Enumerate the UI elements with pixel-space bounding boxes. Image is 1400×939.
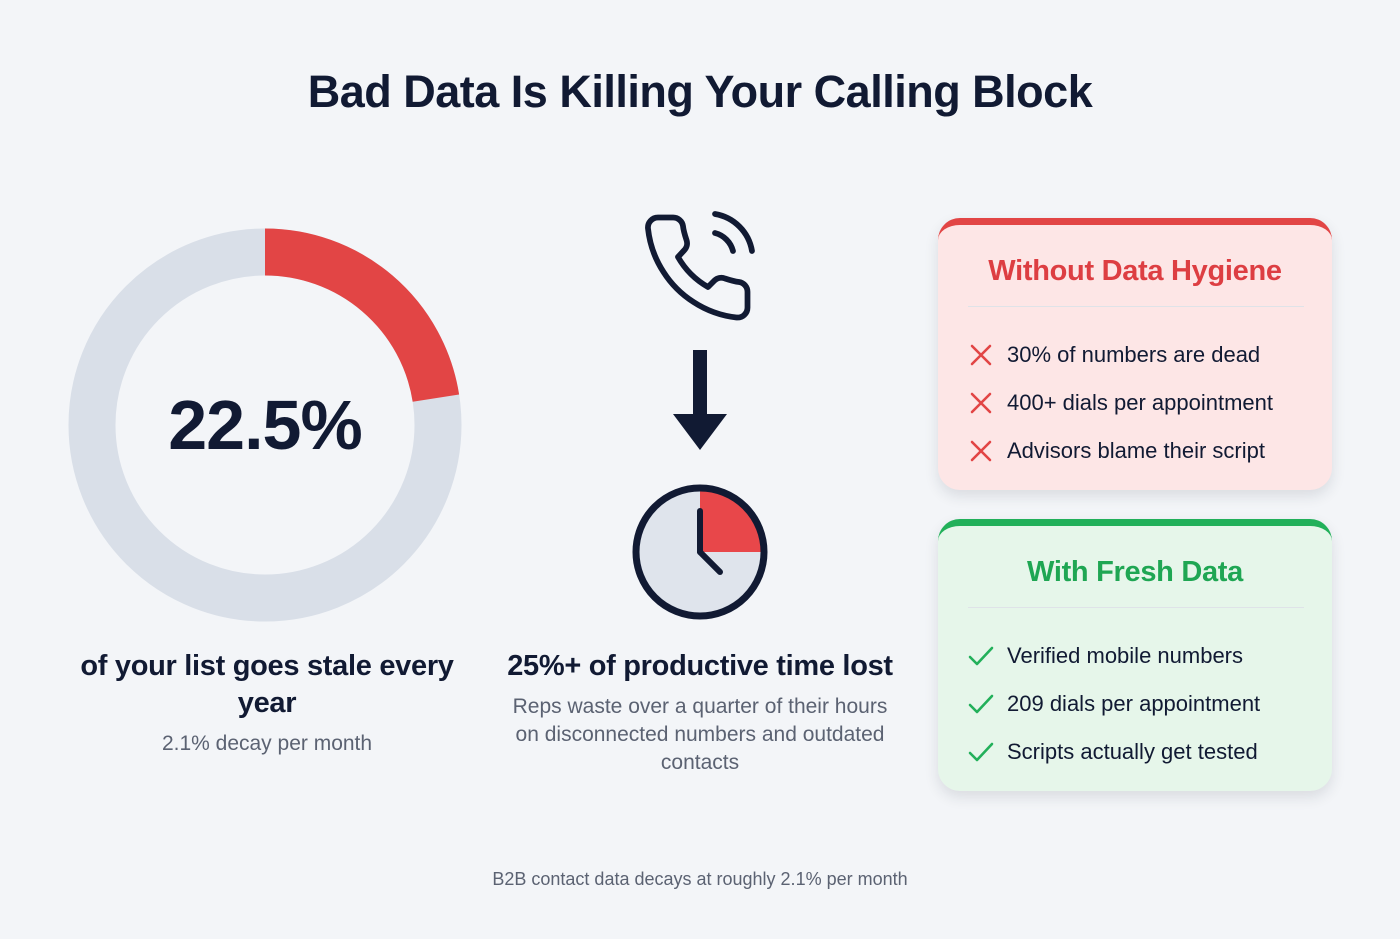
list-item: 400+ dials per appointment <box>968 379 1332 427</box>
card-title: With Fresh Data <box>1027 556 1243 588</box>
list-item: Verified mobile numbers <box>968 632 1332 680</box>
check-mark-icon <box>968 742 994 762</box>
footnote: B2B contact data decays at roughly 2.1% … <box>492 869 908 889</box>
card-divider <box>968 306 1304 307</box>
donut-stale-segment <box>68 228 462 622</box>
left-headline: of your list goes stale every year <box>80 650 454 719</box>
list-item-text: Advisors blame their script <box>1007 438 1265 463</box>
check-mark-icon <box>968 646 994 666</box>
card-title: Without Data Hygiene <box>988 255 1282 287</box>
list-item-text: Verified mobile numbers <box>1007 643 1244 668</box>
clock-icon <box>632 484 768 620</box>
list-item: Scripts actually get tested <box>968 728 1332 776</box>
middle-subtext: Reps waste over a quarter of their hours… <box>512 695 888 774</box>
with-fresh-data-card: With Fresh Data Verified mobile numbers … <box>938 519 1332 791</box>
stale-list-donut-chart: 22.5% <box>68 228 462 622</box>
list-item: 30% of numbers are dead <box>968 331 1332 379</box>
card-divider <box>968 607 1304 608</box>
x-mark-icon <box>970 344 992 366</box>
card-list: 30% of numbers are dead 400+ dials per a… <box>938 331 1332 475</box>
check-mark-icon <box>968 694 994 714</box>
middle-caption: 25%+ of productive time lost Reps waste … <box>500 648 900 777</box>
clock-lost-time-segment <box>700 488 764 552</box>
page-title: Bad Data Is Killing Your Calling Block <box>307 66 1093 117</box>
donut-ring <box>68 228 462 622</box>
x-mark-icon <box>970 440 992 462</box>
list-item-text: Scripts actually get tested <box>1007 739 1258 764</box>
list-item: 209 dials per appointment <box>968 680 1332 728</box>
left-caption: of your list goes stale every year 2.1% … <box>68 648 466 758</box>
left-subtext: 2.1% decay per month <box>161 732 373 755</box>
arrow-down-icon <box>673 350 727 450</box>
list-item-text: 400+ dials per appointment <box>1007 390 1274 415</box>
donut-center-value: 22.5% <box>168 386 362 464</box>
middle-headline: 25%+ of productive time lost <box>507 650 893 682</box>
x-mark-icon <box>970 392 992 414</box>
without-data-hygiene-card: Without Data Hygiene 30% of numbers are … <box>938 218 1332 490</box>
phone-icon <box>645 211 755 321</box>
card-list: Verified mobile numbers 209 dials per ap… <box>938 632 1332 776</box>
list-item-text: 30% of numbers are dead <box>1007 342 1261 367</box>
list-item-text: 209 dials per appointment <box>1007 691 1261 716</box>
list-item: Advisors blame their script <box>968 427 1332 475</box>
